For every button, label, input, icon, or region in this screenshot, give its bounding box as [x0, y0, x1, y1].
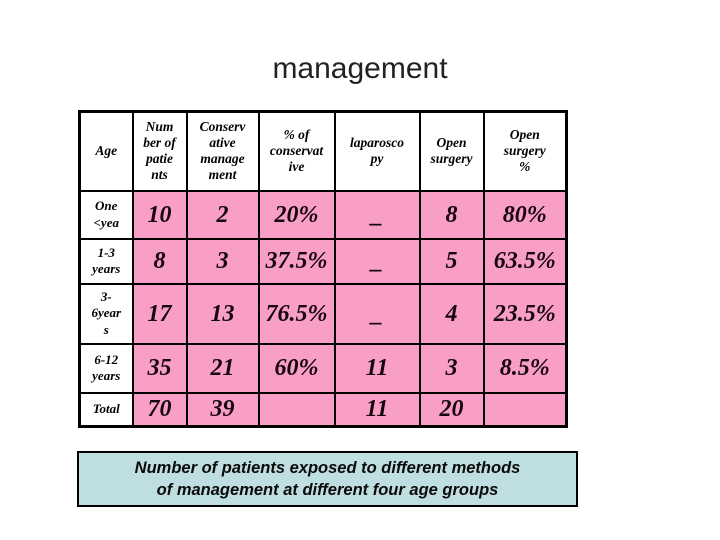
cell-value: 8	[418, 189, 485, 240]
cell-value: _	[333, 237, 421, 285]
cell-value: 17	[131, 282, 188, 345]
slide-title: management	[272, 52, 448, 85]
cell-value: 8.5%	[482, 342, 568, 394]
cell-value: 70	[131, 391, 188, 428]
cell-value: 23.5%	[482, 282, 568, 345]
management-table: Age Num ber of patie nts Conserv ative m…	[78, 110, 568, 428]
cell-value	[482, 391, 568, 428]
cell-value: 3	[185, 237, 260, 285]
row-label: 3- 6year s	[78, 282, 134, 345]
header-conservative-management: Conserv ative manage ment	[185, 110, 260, 192]
header-laparoscopy: laparosco py	[333, 110, 421, 192]
cell-value: 35	[131, 342, 188, 394]
caption-box: Number of patients exposed to different …	[77, 451, 578, 507]
cell-value: 39	[185, 391, 260, 428]
cell-value: 11	[333, 391, 421, 428]
row-label: One <yea	[78, 189, 134, 240]
table-row: 6-12 years 35 21 60% 11 3 8.5%	[78, 342, 568, 394]
cell-value: 37.5%	[257, 237, 336, 285]
cell-value: _	[333, 282, 421, 345]
cell-value: 20%	[257, 189, 336, 240]
cell-value: 20	[418, 391, 485, 428]
cell-value: 60%	[257, 342, 336, 394]
cell-value: 76.5%	[257, 282, 336, 345]
cell-value: 10	[131, 189, 188, 240]
cell-value: 80%	[482, 189, 568, 240]
cell-value: 4	[418, 282, 485, 345]
cell-value: 11	[333, 342, 421, 394]
cell-value: 63.5%	[482, 237, 568, 285]
table-header-row: Age Num ber of patie nts Conserv ative m…	[78, 110, 568, 192]
cell-value: 2	[185, 189, 260, 240]
cell-value: 8	[131, 237, 188, 285]
cell-value: 21	[185, 342, 260, 394]
cell-value: 5	[418, 237, 485, 285]
header-age: Age	[78, 110, 134, 192]
row-label: 1-3 years	[78, 237, 134, 285]
header-number-of-patients: Num ber of patie nts	[131, 110, 188, 192]
table-total-row: Total 70 39 11 20	[78, 391, 568, 428]
header-open-surgery: Open surgery	[418, 110, 485, 192]
row-label: 6-12 years	[78, 342, 134, 394]
header-percent-conservative: % of conservat ive	[257, 110, 336, 192]
table-row: One <yea 10 2 20% _ 8 80%	[78, 189, 568, 240]
table-row: 3- 6year s 17 13 76.5% _ 4 23.5%	[78, 282, 568, 345]
row-label-total: Total	[78, 391, 134, 428]
cell-value: _	[333, 189, 421, 240]
caption-text: Number of patients exposed to different …	[134, 458, 521, 499]
cell-value: 3	[418, 342, 485, 394]
cell-value	[257, 391, 336, 428]
cell-value: 13	[185, 282, 260, 345]
header-open-surgery-percent: Open surgery %	[482, 110, 568, 192]
table-row: 1-3 years 8 3 37.5% _ 5 63.5%	[78, 237, 568, 285]
